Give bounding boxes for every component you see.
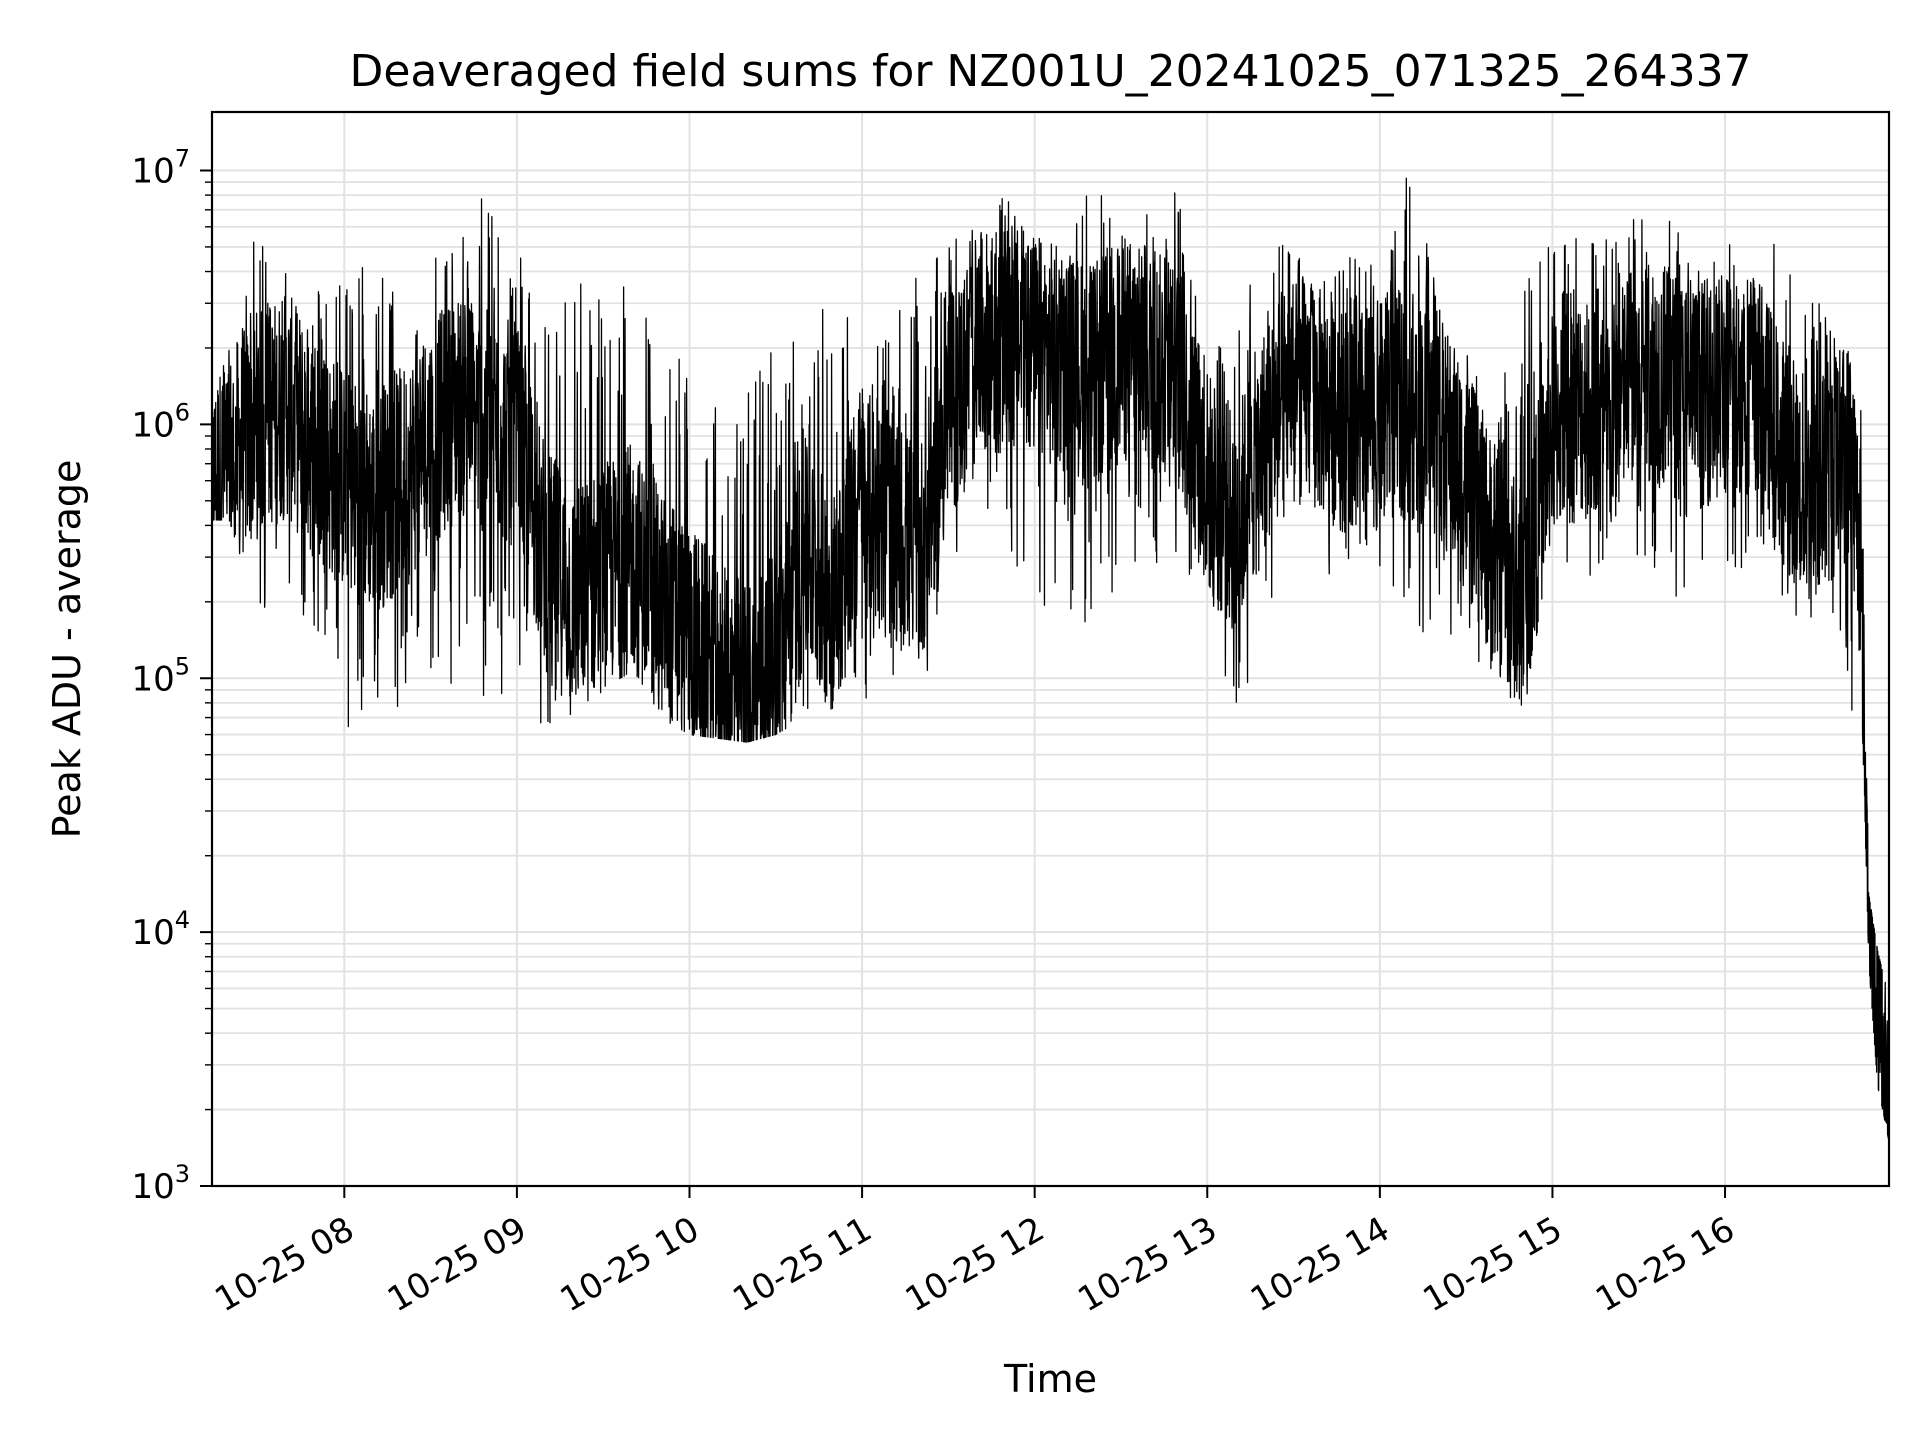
y-tick-label: 103 xyxy=(131,1160,190,1207)
y-tick-label: 104 xyxy=(131,906,190,953)
y-tick-exponent: 3 xyxy=(175,1160,190,1188)
y-tick-base: 10 xyxy=(131,1167,174,1207)
y-tick-base: 10 xyxy=(131,152,174,192)
y-tick-label: 105 xyxy=(131,652,190,699)
y-tick-base: 10 xyxy=(131,659,174,699)
y-tick-exponent: 4 xyxy=(175,906,190,934)
y-tick-base: 10 xyxy=(131,405,174,445)
y-axis-label: Peak ADU - average xyxy=(45,460,89,839)
plot-frame xyxy=(210,110,1891,1188)
y-tick-exponent: 5 xyxy=(175,652,190,680)
chart-title: Deaveraged field sums for NZ001U_2024102… xyxy=(349,46,1751,97)
y-tick-exponent: 6 xyxy=(175,398,190,426)
y-tick-base: 10 xyxy=(131,913,174,953)
y-tick-label: 106 xyxy=(131,398,190,445)
series-layer xyxy=(211,177,1890,1140)
y-tick-exponent: 7 xyxy=(175,145,190,173)
series-line xyxy=(211,177,1890,1140)
y-tick-label: 107 xyxy=(131,145,190,192)
x-axis-label: Time xyxy=(1003,1357,1097,1401)
